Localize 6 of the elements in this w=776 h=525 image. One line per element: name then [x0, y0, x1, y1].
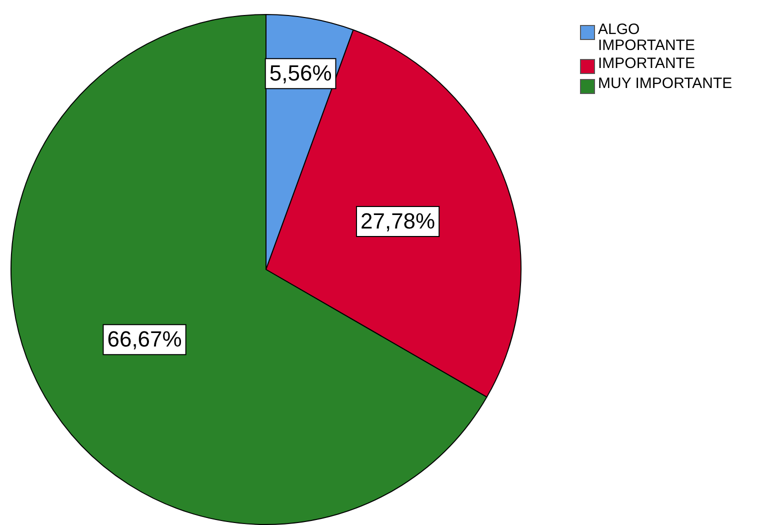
legend-label: MUY IMPORTANTE [598, 75, 734, 92]
data-label: 66,67% [107, 326, 182, 352]
data-label: 27,78% [360, 208, 436, 234]
legend-label: ALGO IMPORTANTE [598, 21, 696, 54]
legend-label: IMPORTANTE [598, 55, 696, 72]
data-label: 5,56% [269, 60, 332, 86]
